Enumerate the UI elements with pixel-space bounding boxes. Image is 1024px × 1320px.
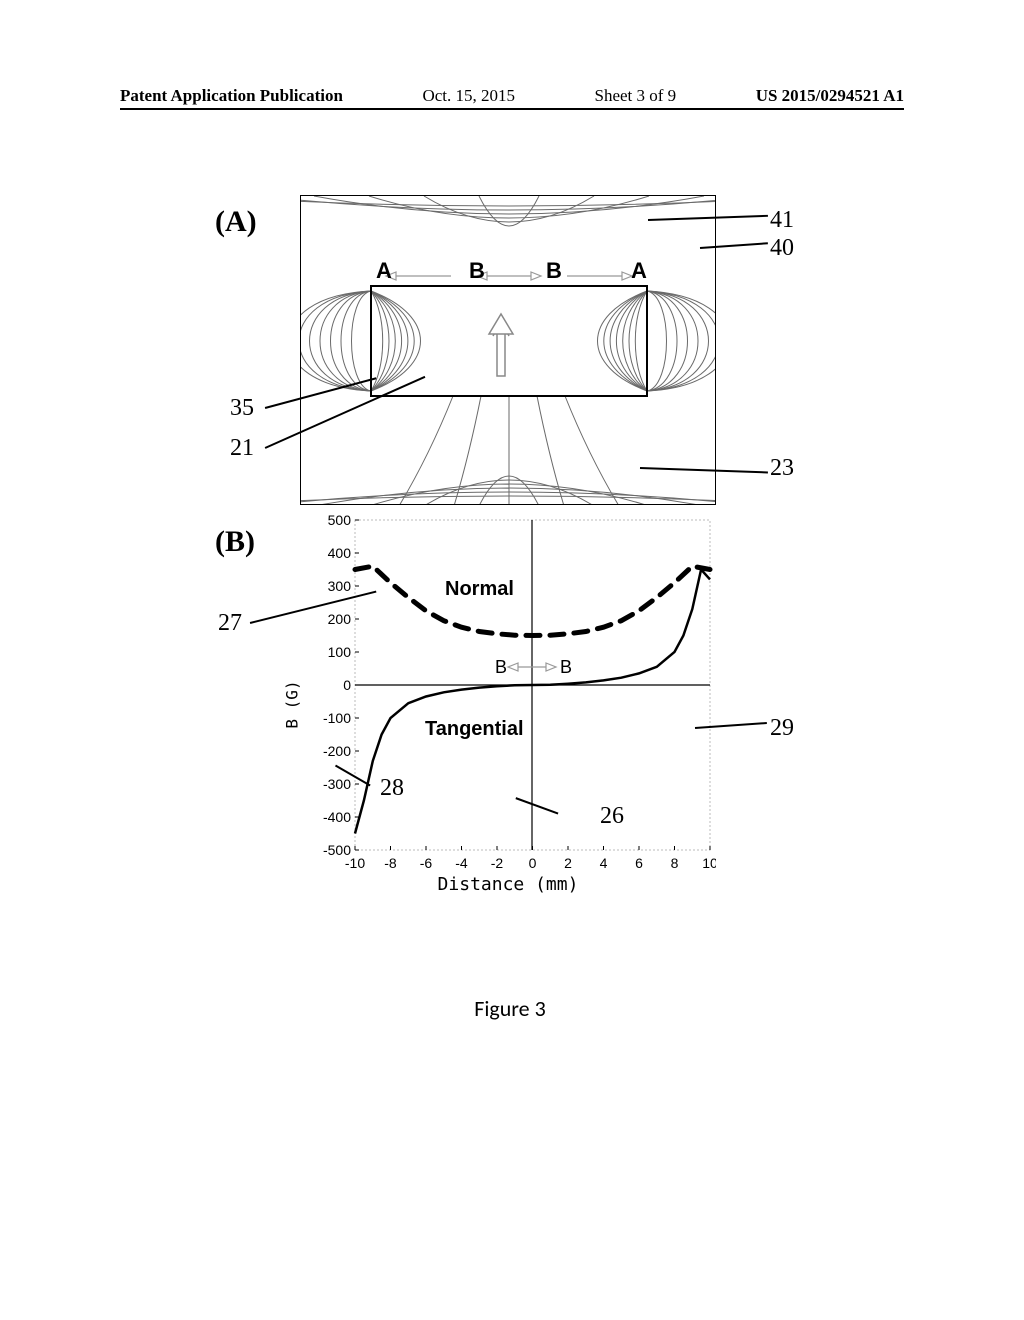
y-axis-label: B (G) [283,680,302,728]
svg-text:200: 200 [328,611,352,627]
letter-a-left: A [376,258,392,283]
svg-text:0: 0 [529,855,537,871]
x-axis-label: Distance (mm) [438,874,579,895]
svg-text:-4: -4 [455,855,468,871]
callout-28: 28 [380,775,404,802]
svg-text:B: B [560,657,572,677]
sheet-number: Sheet 3 of 9 [595,86,677,106]
callout-21: 21 [230,435,254,462]
callout-26: 26 [600,803,624,830]
publication-date: Oct. 15, 2015 [422,86,515,106]
letter-b-right: B [546,258,562,283]
figure-caption: Figure 3 [474,995,546,1022]
svg-text:-100: -100 [323,710,351,726]
tangential-label: Tangential [425,718,524,740]
callout-40: 40 [770,235,794,262]
panel-b-label: (B) [215,525,255,559]
field-lines-svg: A B B A [301,196,716,505]
svg-text:100: 100 [328,644,352,660]
svg-text:2: 2 [564,855,572,871]
svg-text:-8: -8 [384,855,397,871]
svg-text:4: 4 [600,855,608,871]
svg-text:-400: -400 [323,809,351,825]
chart-svg: -500-400-300-200-1000100200300400500 -10… [300,515,716,885]
svg-text:-10: -10 [345,855,365,871]
normal-label: Normal [445,578,514,600]
svg-text:300: 300 [328,578,352,594]
svg-text:10: 10 [702,855,716,871]
callout-27: 27 [218,610,242,637]
panel-a-diagram: A B B A [300,195,716,505]
panel-a-label: (A) [215,205,257,239]
callout-35: 35 [230,395,254,422]
publication-number: US 2015/0294521 A1 [756,86,904,106]
svg-text:500: 500 [328,515,352,528]
svg-text:-300: -300 [323,776,351,792]
publication-type: Patent Application Publication [120,86,343,106]
callout-23: 23 [770,455,794,482]
svg-text:8: 8 [671,855,679,871]
svg-text:B: B [495,657,507,677]
page-header: Patent Application Publication Oct. 15, … [120,86,904,110]
svg-text:0: 0 [343,677,351,693]
svg-text:-6: -6 [420,855,433,871]
panel-b-chart: -500-400-300-200-1000100200300400500 -10… [300,515,716,885]
callout-41: 41 [770,207,794,234]
letter-a-right: A [631,258,647,283]
svg-text:6: 6 [635,855,643,871]
letter-b-left: B [469,258,485,283]
callout-29: 29 [770,715,794,742]
svg-text:-2: -2 [491,855,504,871]
svg-text:-200: -200 [323,743,351,759]
svg-text:400: 400 [328,545,352,561]
